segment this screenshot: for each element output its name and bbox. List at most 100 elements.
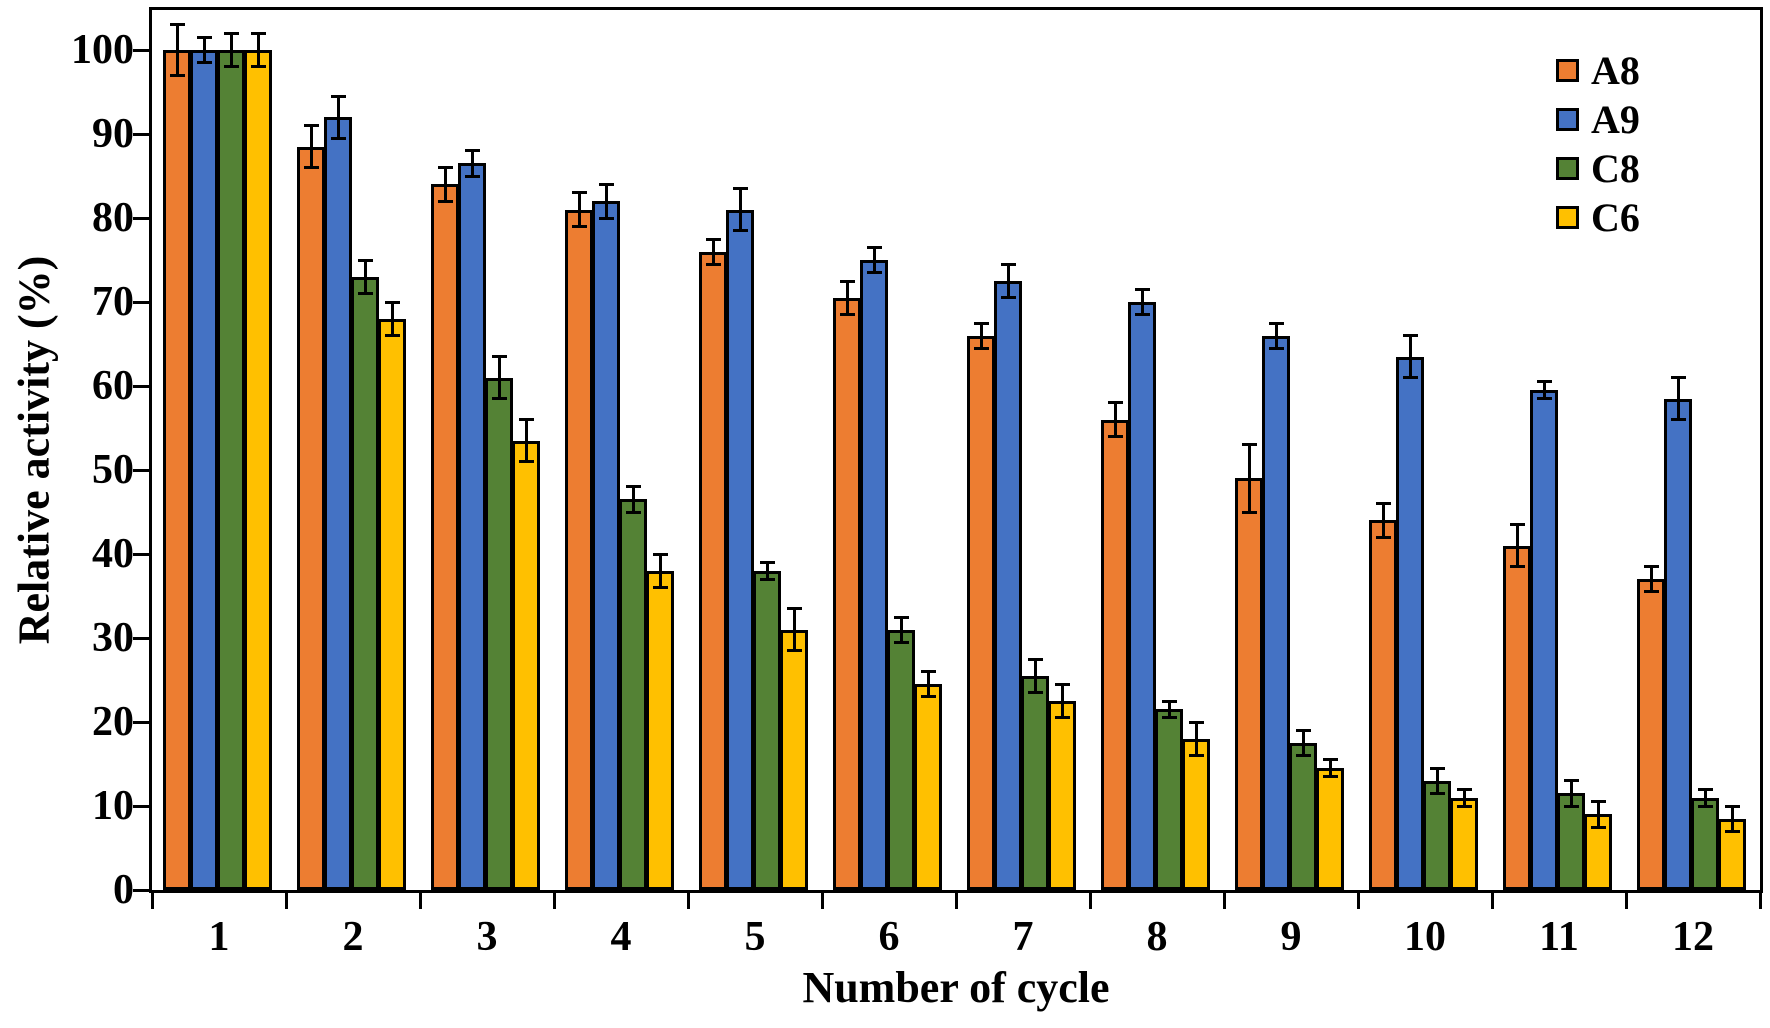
error-cap-top-A9-cycle-9 xyxy=(1268,321,1284,325)
error-bar-C8-cycle-1 xyxy=(229,33,233,67)
error-cap-bottom-C8-cycle-2 xyxy=(357,292,373,296)
x-tick-11 xyxy=(1624,893,1628,909)
error-bar-C8-cycle-12 xyxy=(1703,789,1707,806)
error-cap-bottom-A9-cycle-5 xyxy=(732,229,748,233)
bar-C8-cycle-2 xyxy=(351,276,379,890)
error-cap-top-C6-cycle-2 xyxy=(384,300,400,304)
error-bar-C8-cycle-7 xyxy=(1033,659,1037,693)
error-cap-bottom-C6-cycle-7 xyxy=(1054,716,1070,720)
bar-A9-cycle-3 xyxy=(458,163,486,890)
error-bar-C8-cycle-4 xyxy=(631,486,635,512)
x-tick-label-7: 7 xyxy=(1012,914,1034,960)
bar-C6-cycle-7 xyxy=(1048,701,1076,890)
error-bar-A8-cycle-1 xyxy=(175,24,179,76)
bar-A9-cycle-4 xyxy=(592,201,620,890)
error-cap-bottom-A8-cycle-4 xyxy=(571,224,587,228)
bar-A9-cycle-5 xyxy=(726,209,754,890)
error-bar-C8-cycle-6 xyxy=(899,617,903,643)
error-cap-top-C6-cycle-12 xyxy=(1724,804,1740,808)
error-cap-top-C8-cycle-11 xyxy=(1563,779,1579,783)
error-bar-A8-cycle-3 xyxy=(443,167,447,202)
x-tick-label-12: 12 xyxy=(1672,914,1714,960)
bar-A8-cycle-9 xyxy=(1235,478,1263,890)
error-cap-top-A9-cycle-3 xyxy=(464,149,480,153)
error-bar-A9-cycle-6 xyxy=(872,247,876,273)
error-bar-C6-cycle-10 xyxy=(1462,789,1466,806)
y-tick-40 xyxy=(133,552,149,556)
error-cap-bottom-C6-cycle-9 xyxy=(1322,775,1338,779)
error-bar-C8-cycle-8 xyxy=(1167,701,1171,718)
error-cap-bottom-C8-cycle-11 xyxy=(1563,804,1579,808)
error-cap-bottom-A8-cycle-6 xyxy=(839,313,855,317)
error-cap-bottom-C6-cycle-5 xyxy=(786,649,802,653)
error-cap-bottom-C8-cycle-10 xyxy=(1429,791,1445,795)
error-cap-top-A9-cycle-6 xyxy=(866,245,882,249)
bar-C6-cycle-2 xyxy=(378,318,406,890)
error-cap-top-A8-cycle-3 xyxy=(437,166,453,170)
error-bar-C8-cycle-5 xyxy=(765,562,769,580)
error-bar-A9-cycle-4 xyxy=(604,184,608,218)
error-bar-A9-cycle-1 xyxy=(202,37,206,63)
error-cap-bottom-A8-cycle-1 xyxy=(169,73,185,77)
legend-item-A8: A8 xyxy=(1556,46,1640,95)
bar-A9-cycle-7 xyxy=(994,281,1022,890)
error-bar-C6-cycle-12 xyxy=(1730,806,1734,832)
error-cap-top-C6-cycle-1 xyxy=(250,31,266,35)
error-cap-bottom-C8-cycle-4 xyxy=(625,510,641,514)
x-tick-12 xyxy=(1758,893,1762,909)
legend-item-C8: C8 xyxy=(1556,144,1640,193)
error-cap-bottom-C8-cycle-1 xyxy=(223,65,239,69)
bar-C8-cycle-10 xyxy=(1423,780,1451,890)
error-cap-top-C6-cycle-11 xyxy=(1590,800,1606,804)
error-cap-top-A9-cycle-7 xyxy=(1000,262,1016,266)
x-tick-9 xyxy=(1356,893,1360,909)
error-bar-C6-cycle-4 xyxy=(658,554,662,588)
y-tick-70 xyxy=(133,300,149,304)
error-cap-top-A8-cycle-11 xyxy=(1509,523,1525,527)
y-tick-label-50: 50 xyxy=(92,447,134,493)
error-bar-A8-cycle-12 xyxy=(1649,566,1653,592)
bar-A8-cycle-1 xyxy=(163,50,191,890)
bar-A8-cycle-2 xyxy=(297,146,325,890)
legend-label-C8: C8 xyxy=(1591,146,1640,191)
y-tick-50 xyxy=(133,468,149,472)
error-bar-A9-cycle-9 xyxy=(1274,323,1278,349)
error-cap-top-A8-cycle-4 xyxy=(571,191,587,195)
error-cap-top-C6-cycle-6 xyxy=(920,670,936,674)
error-cap-bottom-A9-cycle-10 xyxy=(1402,376,1418,380)
error-cap-top-A8-cycle-1 xyxy=(169,23,185,27)
x-tick-label-5: 5 xyxy=(744,914,766,960)
error-cap-bottom-A8-cycle-5 xyxy=(705,262,721,266)
bar-A9-cycle-2 xyxy=(324,117,352,890)
y-tick-60 xyxy=(133,384,149,388)
error-bar-A8-cycle-6 xyxy=(845,281,849,315)
error-cap-top-A8-cycle-12 xyxy=(1643,565,1659,569)
legend-swatch-A9 xyxy=(1556,108,1579,131)
error-cap-bottom-C6-cycle-3 xyxy=(518,460,534,464)
error-bar-C6-cycle-2 xyxy=(390,302,394,336)
error-cap-bottom-C8-cycle-8 xyxy=(1161,716,1177,720)
error-bar-A8-cycle-9 xyxy=(1247,444,1251,512)
legend-swatch-C8 xyxy=(1556,157,1579,180)
bar-C8-cycle-1 xyxy=(217,50,245,890)
x-tick-7 xyxy=(1088,893,1092,909)
error-cap-bottom-C8-cycle-9 xyxy=(1295,754,1311,758)
error-cap-bottom-C6-cycle-8 xyxy=(1188,754,1204,758)
legend-label-C6: C6 xyxy=(1591,195,1640,240)
x-tick-0 xyxy=(150,893,154,909)
error-bar-A8-cycle-5 xyxy=(711,239,715,265)
x-tick-10 xyxy=(1490,893,1494,909)
error-cap-top-A8-cycle-9 xyxy=(1241,443,1257,447)
x-tick-label-8: 8 xyxy=(1146,914,1168,960)
y-tick-10 xyxy=(133,804,149,808)
error-cap-top-A9-cycle-8 xyxy=(1134,287,1150,291)
bar-C8-cycle-5 xyxy=(753,570,781,890)
error-cap-bottom-A9-cycle-2 xyxy=(330,136,346,140)
y-tick-label-70: 70 xyxy=(92,279,134,325)
legend-swatch-C6 xyxy=(1556,206,1579,229)
bar-A9-cycle-8 xyxy=(1128,302,1156,890)
bar-C6-cycle-8 xyxy=(1182,738,1210,890)
bar-C6-cycle-6 xyxy=(914,684,942,890)
y-tick-label-80: 80 xyxy=(92,195,134,241)
error-cap-top-A9-cycle-10 xyxy=(1402,334,1418,338)
